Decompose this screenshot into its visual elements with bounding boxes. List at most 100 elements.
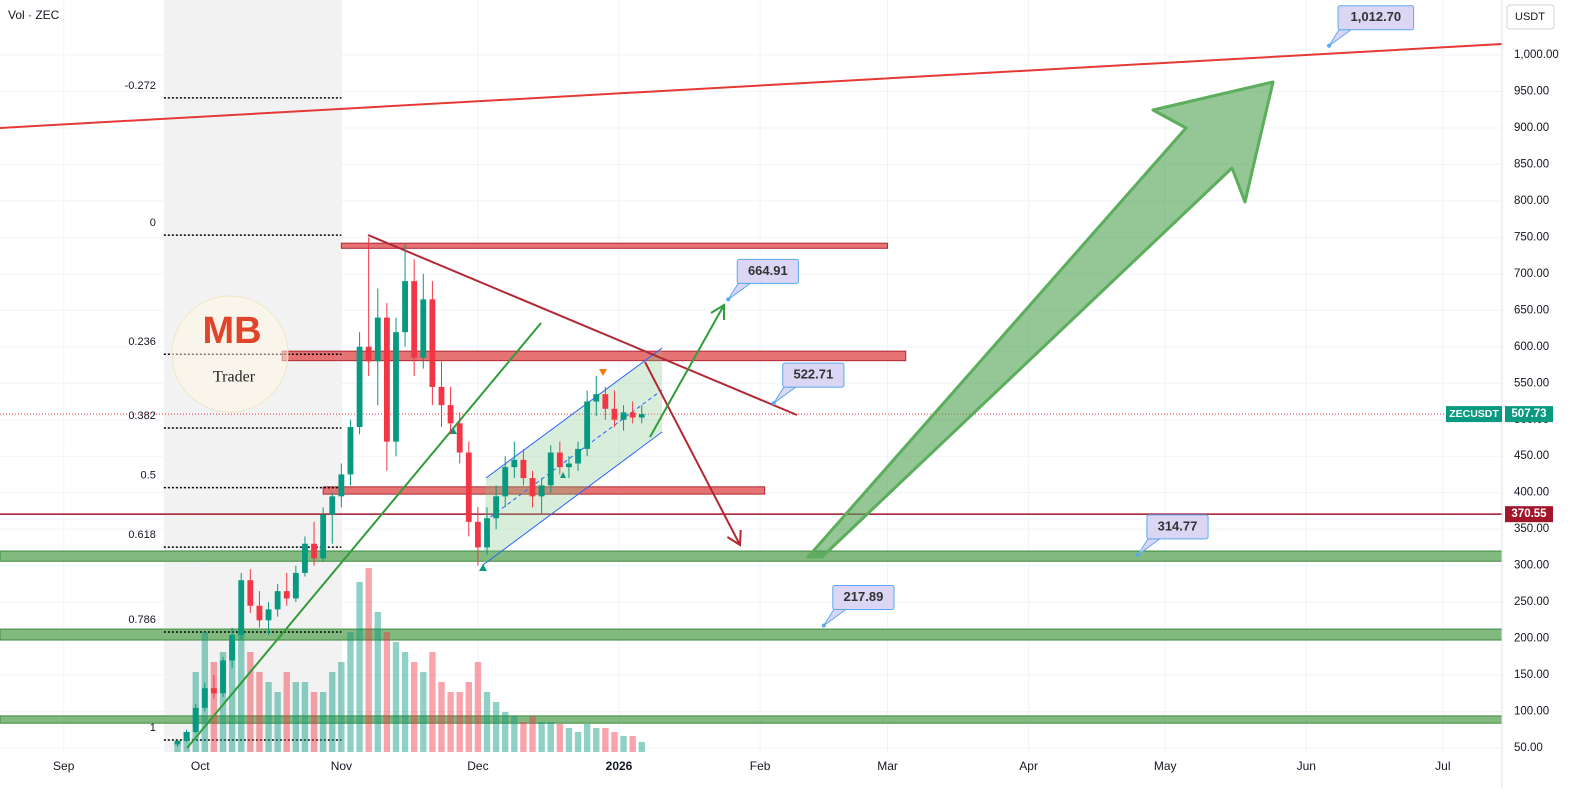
volume-bar (292, 682, 300, 752)
price-tag (1505, 506, 1553, 523)
volume-label: Vol · ZEC (8, 8, 60, 22)
target-box (832, 585, 895, 611)
y-tick-label: 200.00 (1514, 633, 1549, 645)
candle-body (638, 414, 645, 418)
volume-bar (210, 662, 218, 752)
fib-label: 0.786 (128, 614, 156, 626)
target-point (1327, 43, 1332, 48)
volume-bar (238, 632, 245, 752)
target-point (821, 623, 826, 628)
trend-support (186, 322, 542, 749)
candle-body (393, 332, 399, 442)
y-tick-label: 650.00 (1514, 304, 1549, 316)
price-label: 370.55 (1511, 508, 1547, 520)
volume-bar (638, 742, 645, 752)
target-point (1135, 552, 1140, 557)
marker (479, 564, 487, 571)
candle-body (192, 707, 199, 732)
candle-body (338, 474, 345, 497)
target-point (726, 297, 731, 302)
volume-bar (247, 652, 254, 752)
target-label: 314.77 (1158, 518, 1198, 533)
candle-body (611, 408, 618, 420)
y-tick-label: 800.00 (1514, 195, 1549, 207)
volume-bar (319, 692, 327, 752)
volume-bar (438, 682, 445, 752)
fib-label: 0 (150, 217, 156, 229)
volume-bar (301, 682, 309, 752)
target-label: 217.89 (844, 589, 884, 604)
zone (0, 628, 1503, 641)
target-point (771, 401, 776, 406)
volume-bar (383, 632, 391, 752)
y-tick-label: 550.00 (1514, 377, 1549, 389)
candle-body (575, 448, 581, 464)
candle-body (474, 521, 481, 548)
candle-body (256, 605, 263, 621)
candle-body (347, 427, 354, 475)
target-box (736, 258, 799, 284)
volume-bar (602, 728, 609, 752)
candle-body (265, 609, 272, 621)
logo-bottom: Trader (213, 369, 256, 386)
x-tick-label: Nov (331, 759, 352, 773)
volume-bar (329, 672, 336, 752)
logo: MB Trader (171, 295, 289, 413)
candle-body (174, 740, 181, 745)
target-callout (823, 609, 848, 626)
volume-bar (256, 672, 263, 752)
candle-body (447, 405, 454, 424)
volume-bar (310, 692, 318, 752)
down-arrow (644, 361, 742, 547)
x-tick-label: Oct (191, 759, 210, 773)
candle-body (484, 518, 490, 548)
candle-body (356, 346, 363, 428)
target-box (1146, 514, 1209, 540)
candle-body (620, 412, 627, 420)
trend-resistance (367, 234, 798, 416)
volume-bar (502, 712, 509, 752)
candle-body (229, 634, 236, 661)
target-callout (1328, 29, 1353, 47)
fib-label: 0.5 (141, 469, 156, 481)
logo-top: MB (202, 310, 261, 352)
volume-bar (401, 652, 409, 752)
candle-body (556, 452, 563, 468)
candle-body (493, 496, 500, 519)
candle-body (584, 401, 591, 449)
volume-bar (547, 722, 554, 752)
volume-bar (520, 722, 527, 752)
y-tick-label: 600.00 (1514, 341, 1549, 353)
volume-bar (583, 724, 591, 752)
x-tick-label: Apr (1019, 759, 1038, 773)
volume-bar (529, 716, 536, 752)
target-box (782, 362, 845, 388)
marker (560, 472, 566, 478)
fib-label: 0.236 (128, 336, 156, 348)
unit-box[interactable] (1506, 4, 1555, 30)
candle-body (629, 412, 636, 418)
candle-body (201, 688, 208, 708)
volume-bar (556, 724, 564, 752)
fib-label: 1 (150, 722, 156, 734)
candle-body (411, 281, 418, 358)
candle-body (465, 452, 472, 522)
y-tick-label: 350.00 (1514, 523, 1549, 535)
candle-body (429, 299, 436, 387)
y-tick-label: 900.00 (1514, 122, 1549, 134)
volume-bar (219, 652, 227, 752)
candle-body (247, 580, 254, 606)
x-tick-label: Jul (1435, 759, 1450, 773)
candle-body (538, 485, 545, 497)
marker (599, 369, 607, 376)
volume-bar (611, 732, 618, 752)
target-label: 664.91 (748, 263, 788, 278)
drawings (174, 80, 1275, 749)
volume-bar (429, 652, 436, 752)
candle-body (183, 731, 190, 741)
volume-bar (456, 692, 463, 752)
volume-bar (511, 716, 518, 752)
volume-bar (565, 728, 573, 752)
y-tick-label: 250.00 (1514, 596, 1549, 608)
